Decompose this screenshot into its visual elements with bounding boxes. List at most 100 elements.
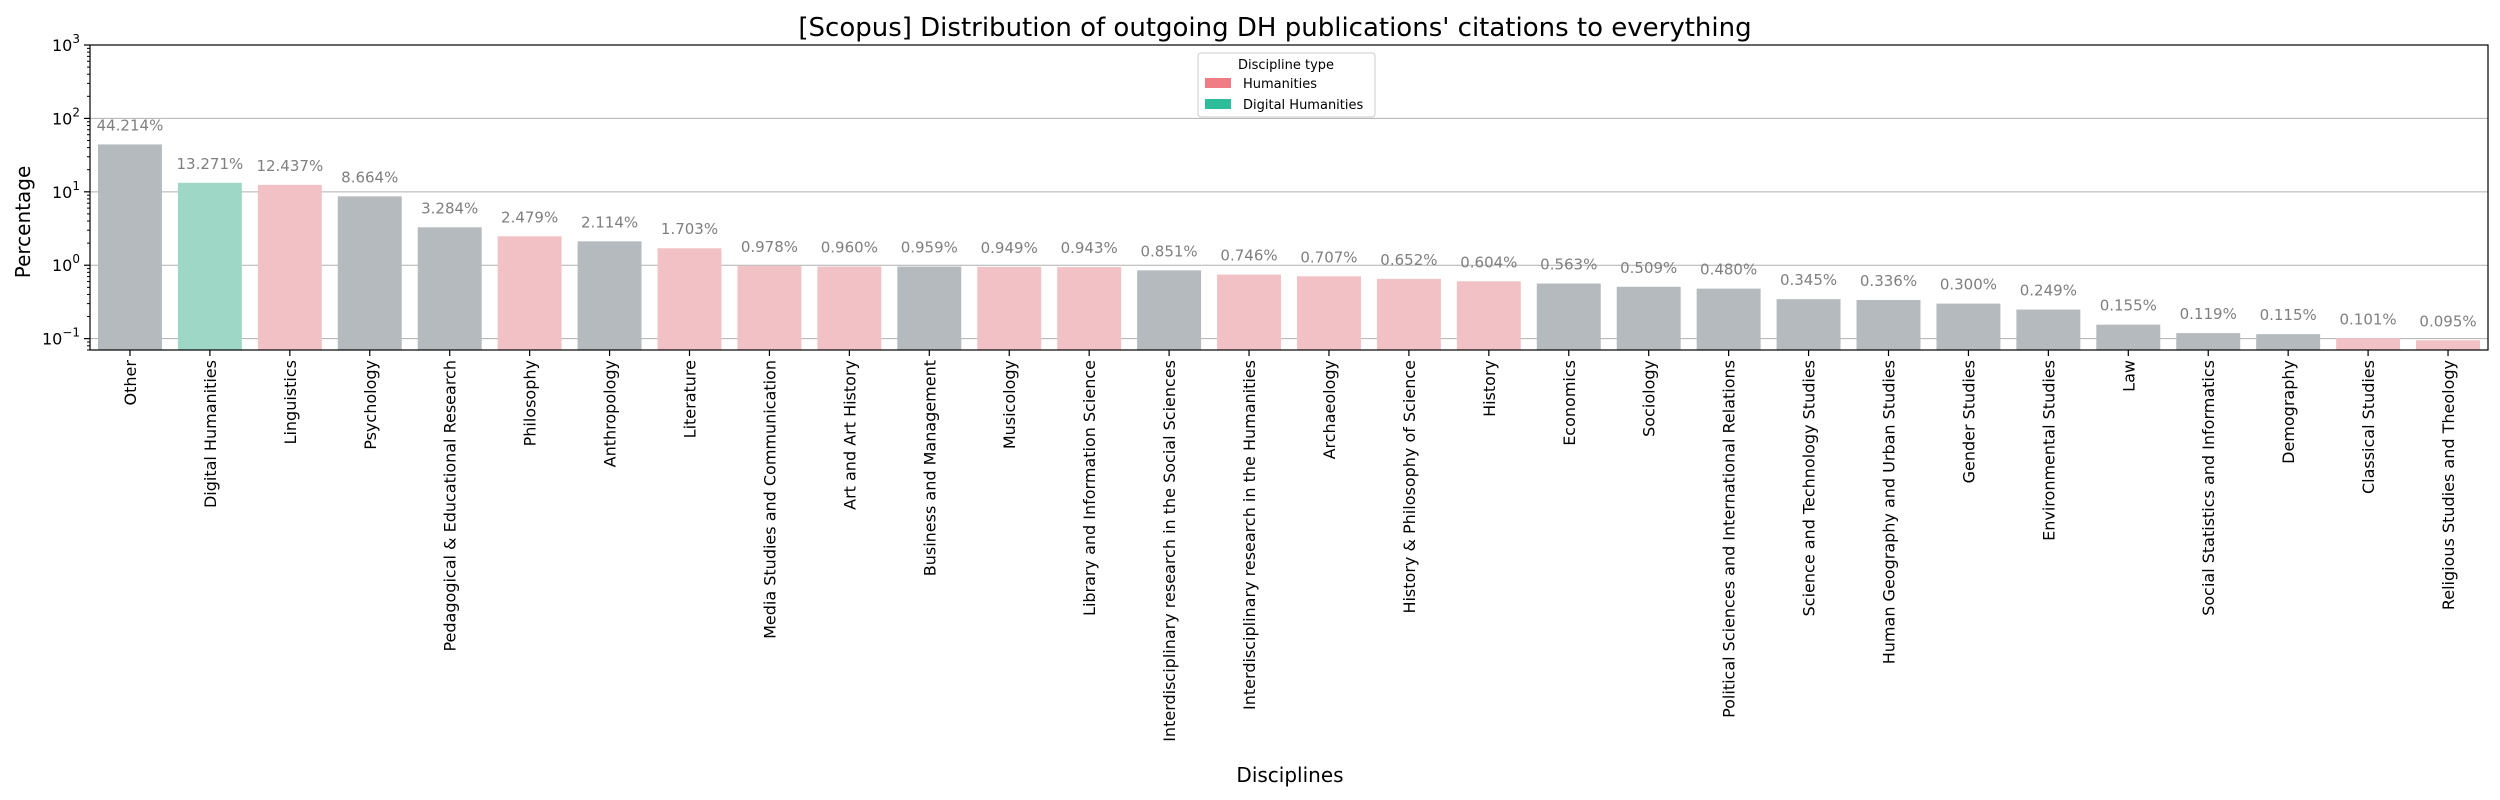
x-tick-label: Political Sciences and International Rel… — [1720, 360, 1739, 718]
bar-literature — [657, 248, 722, 350]
x-tick-label: Media Studies and Communication — [760, 360, 779, 639]
x-tick-label: Philosophy — [521, 360, 540, 446]
bar-gender-studies — [1936, 303, 2001, 350]
x-tick-label: Art and Art History — [840, 360, 859, 510]
data-label: 0.480% — [1700, 261, 1757, 279]
data-label: 13.271% — [177, 155, 244, 173]
data-label: 0.119% — [2180, 305, 2237, 323]
bar-musicology — [977, 266, 1042, 350]
x-tick-label: Linguistics — [281, 360, 300, 444]
bar-pedagogical-and-educational-research — [417, 227, 482, 350]
bar-economics — [1536, 283, 1601, 350]
chart-title: [Scopus] Distribution of outgoing DH pub… — [798, 13, 1751, 43]
data-label: 12.437% — [256, 157, 323, 175]
x-tick-label: Law — [2119, 360, 2138, 392]
x-ticks-layer: Other Digital Humanities Linguistics Psycho… — [121, 350, 2458, 742]
y-axis-label: Percentage — [11, 166, 35, 279]
x-tick-label: Demography — [2279, 360, 2298, 464]
x-tick-label: Social Statistics and Informatics — [2199, 360, 2218, 616]
y-ticks-layer: 10−1 100 101 102 103 — [42, 32, 90, 351]
data-label: 0.746% — [1220, 247, 1277, 265]
bar-business-and-management — [897, 266, 962, 350]
bar-political-sciences-and-international-relations — [1696, 288, 1761, 350]
data-label: 0.960% — [821, 239, 878, 257]
x-tick-label: Economics — [1560, 360, 1579, 446]
data-label: 0.851% — [1140, 242, 1197, 260]
bar-digital-humanities — [177, 182, 242, 350]
data-label: 44.214% — [97, 116, 164, 134]
bar-law — [2096, 324, 2161, 350]
legend-swatch-humanities — [1205, 78, 1231, 88]
y-tick-label: 102 — [52, 105, 80, 128]
x-tick-label: Classical Studies — [2359, 360, 2378, 494]
bar-anthropology — [577, 241, 642, 350]
data-label: 3.284% — [421, 199, 478, 217]
x-tick-label: Pedagogical & Educational Research — [441, 360, 460, 652]
y-tick-label: 100 — [52, 252, 80, 275]
data-label: 0.095% — [2419, 312, 2476, 330]
bar-social-statistics-and-informatics — [2176, 333, 2241, 350]
data-label: 0.509% — [1620, 259, 1677, 277]
bar-psychology — [337, 196, 402, 350]
bar-history-and-philosophy-of-science — [1376, 278, 1441, 350]
bar-human-geography-and-urban-studies — [1856, 299, 1921, 350]
x-tick-label: Religious Studies and Theology — [2439, 360, 2458, 610]
y-tick-label: 103 — [52, 32, 80, 55]
x-tick-label: Business and Management — [920, 360, 939, 576]
data-label: 0.978% — [741, 238, 798, 256]
bar-interdisciplinary-research-in-the-humanities — [1217, 274, 1282, 350]
data-label: 0.101% — [2339, 310, 2396, 328]
bar-media-studies-and-communication — [737, 265, 802, 350]
bar-archaeology — [1296, 276, 1361, 350]
data-label: 0.652% — [1380, 251, 1437, 269]
bar-sociology — [1616, 286, 1681, 350]
data-label: 0.563% — [1540, 256, 1597, 274]
bar-linguistics — [257, 184, 322, 350]
data-label: 0.345% — [1780, 271, 1837, 289]
x-tick-label: Sociology — [1640, 360, 1659, 437]
data-label: 0.155% — [2100, 297, 2157, 315]
data-label: 2.114% — [581, 213, 638, 231]
data-label: 0.300% — [1940, 276, 1997, 294]
data-label: 0.115% — [2260, 306, 2317, 324]
x-tick-label: Anthropology — [601, 360, 620, 467]
data-label: 0.943% — [1061, 239, 1118, 257]
x-tick-label: History & Philosophy of Science — [1400, 360, 1419, 614]
data-label: 8.664% — [341, 168, 398, 186]
x-tick-label: Psychology — [361, 360, 380, 450]
x-axis-label: Disciplines — [1236, 763, 1343, 787]
x-tick-label: Science and Technology Studies — [1800, 360, 1819, 616]
data-label: 0.949% — [981, 239, 1038, 257]
bar-history — [1456, 281, 1521, 350]
x-tick-label: Archaeology — [1320, 360, 1339, 459]
x-tick-label: Digital Humanities — [201, 360, 220, 508]
legend-title: Discipline type — [1238, 58, 1334, 73]
legend-swatch-digital-humanities — [1205, 99, 1231, 109]
bar-demography — [2256, 334, 2321, 350]
x-tick-label: History — [1480, 360, 1499, 417]
x-tick-label: Musicology — [1000, 360, 1019, 449]
data-labels-layer: 44.214% 13.271% 12.437% 8.664% 3.284% 2.479% 2… — [97, 116, 2477, 330]
bar-classical-studies — [2336, 338, 2401, 350]
bar-other — [97, 144, 162, 350]
x-tick-label: Library and Information Science — [1080, 360, 1099, 616]
x-tick-label: Human Geography and Urban Studies — [1880, 360, 1899, 664]
x-tick-label: Interdisciplinary research in the Humani… — [1240, 360, 1259, 710]
y-tick-label: 101 — [52, 179, 80, 202]
data-label: 0.959% — [901, 239, 958, 257]
bar-library-and-information-science — [1057, 267, 1122, 350]
data-label: 0.604% — [1460, 253, 1517, 271]
legend-box — [1197, 52, 1376, 118]
legend-entry-digital-humanities: Digital Humanities — [1243, 98, 1363, 113]
bars-layer — [97, 144, 2481, 350]
x-tick-label: Gender Studies — [1959, 360, 1978, 483]
bar-religious-studies-and-theology — [2416, 340, 2481, 350]
x-tick-label: Environmental Studies — [2039, 360, 2058, 541]
legend-entry-humanities: Humanities — [1243, 77, 1317, 92]
data-label: 0.707% — [1300, 248, 1357, 266]
x-tick-label: Interdisciplinary research in the Social… — [1160, 360, 1179, 742]
x-tick-label: Literature — [681, 360, 700, 438]
bar-science-and-technology-studies — [1776, 299, 1841, 350]
bar-interdisciplinary-research-in-the-social-sciences — [1137, 270, 1202, 350]
